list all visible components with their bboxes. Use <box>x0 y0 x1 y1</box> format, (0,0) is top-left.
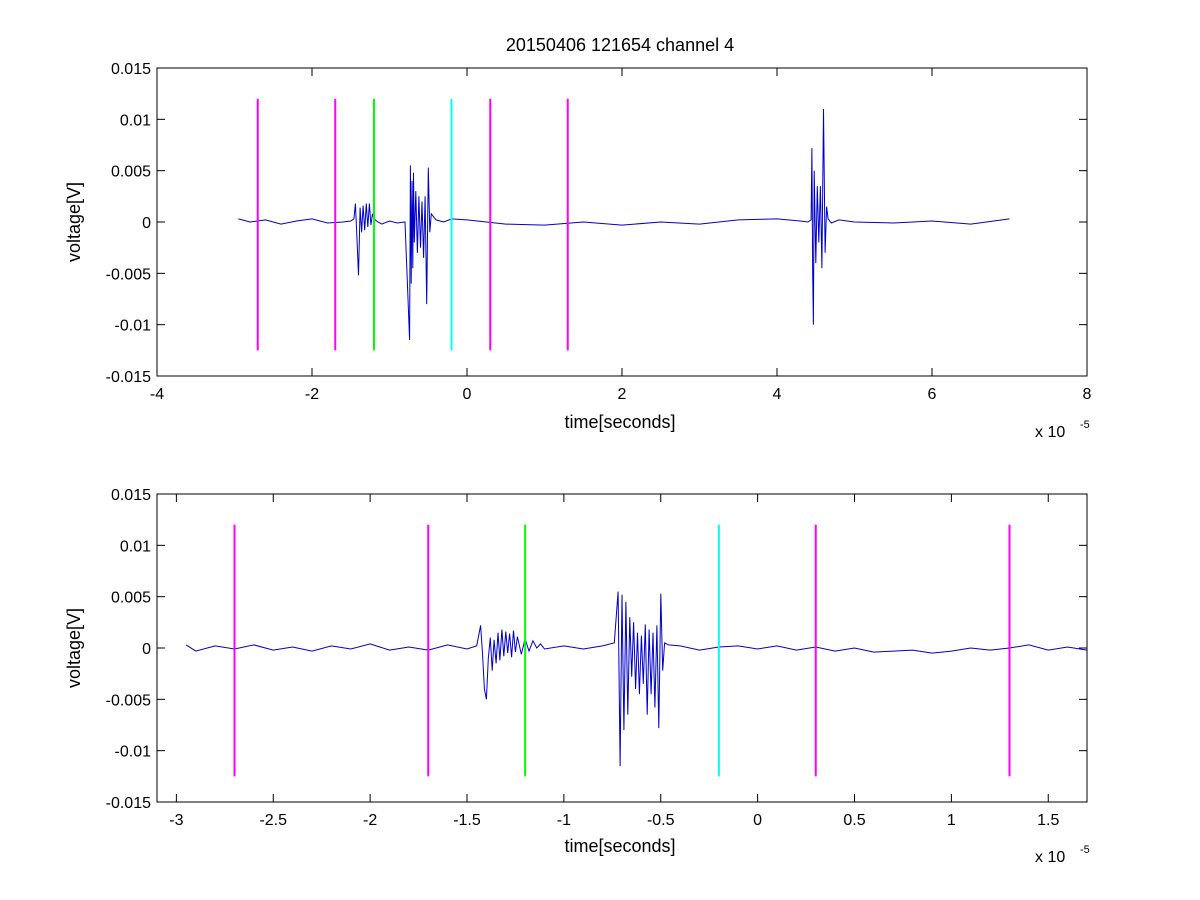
ticks-bottom: -3 -2.5 -2 -1.5 -1 -0.5 0 0.5 1 1.5 -0.015 -0.01 -0.… <box>106 487 1087 829</box>
ticks-top: -4 -2 0 2 4 6 8 -0.015 -0.01 -0.005 0 0.005 0.01 0.01… <box>106 61 1092 403</box>
x-exponent-base-bottom: x 10 <box>1035 849 1065 866</box>
x-tick-label-bottom-5: -0.5 <box>647 812 675 829</box>
y-tick-label-top-6: 0.015 <box>111 61 151 78</box>
x-tick-label-top-0: -4 <box>150 386 164 403</box>
series-line-bottom-0 <box>185 591 1088 767</box>
y-tick-label-bottom-5: 0.01 <box>120 538 151 555</box>
y-tick-label-bottom-1: -0.01 <box>115 744 152 761</box>
x-tick-label-bottom-0: -3 <box>169 812 183 829</box>
x-tick-label-top-6: 8 <box>1083 386 1092 403</box>
y-tick-label-bottom-4: 0.005 <box>111 590 151 607</box>
x-axis-label-bottom: time[seconds] <box>564 836 675 856</box>
y-axis-label-top: voltage[V] <box>64 182 84 262</box>
y-tick-label-bottom-0: -0.015 <box>106 795 151 812</box>
y-tick-label-top-3: 0 <box>142 215 151 232</box>
plot-area-top <box>238 98 1010 351</box>
chart-title: 20150406 121654 channel 4 <box>506 35 734 55</box>
y-tick-label-bottom-2: -0.005 <box>106 692 151 709</box>
plot-area-bottom <box>185 524 1088 777</box>
x-tick-label-bottom-6: 0 <box>753 812 762 829</box>
x-tick-label-top-1: -2 <box>305 386 319 403</box>
axes-bottom: -3 -2.5 -2 -1.5 -1 -0.5 0 0.5 1 1.5 -0.015 -0.01 -0.… <box>64 487 1090 866</box>
x-tick-label-bottom-4: -1 <box>557 812 571 829</box>
axes-top: 20150406 121654 channel 4 -4 -2 0 2 4 6 8 -0.01… <box>64 35 1092 441</box>
x-exponent-base-top: x 10 <box>1035 424 1065 441</box>
x-tick-label-bottom-1: -2.5 <box>259 812 287 829</box>
x-exponent-power-bottom: -5 <box>1080 844 1090 856</box>
x-tick-label-bottom-7: 0.5 <box>843 812 865 829</box>
x-tick-label-top-2: 0 <box>463 386 472 403</box>
y-tick-label-top-2: -0.005 <box>106 266 151 283</box>
x-tick-label-bottom-2: -2 <box>363 812 377 829</box>
y-tick-label-bottom-6: 0.015 <box>111 487 151 504</box>
y-tick-label-bottom-3: 0 <box>142 641 151 658</box>
x-tick-label-bottom-3: -1.5 <box>453 812 481 829</box>
y-tick-label-top-4: 0.005 <box>111 164 151 181</box>
y-tick-label-top-0: -0.015 <box>106 369 151 386</box>
x-tick-label-bottom-9: 1.5 <box>1037 812 1059 829</box>
y-tick-label-top-1: -0.01 <box>115 318 152 335</box>
y-tick-label-top-5: 0.01 <box>120 112 151 129</box>
x-tick-label-bottom-8: 1 <box>947 812 956 829</box>
series-line-top-0 <box>238 109 1010 341</box>
x-tick-label-top-4: 4 <box>773 386 782 403</box>
x-tick-label-top-5: 6 <box>928 386 937 403</box>
x-axis-label-top: time[seconds] <box>564 412 675 432</box>
x-exponent-power-top: -5 <box>1080 419 1090 431</box>
y-axis-label-bottom: voltage[V] <box>64 608 84 688</box>
x-tick-label-top-3: 2 <box>618 386 627 403</box>
